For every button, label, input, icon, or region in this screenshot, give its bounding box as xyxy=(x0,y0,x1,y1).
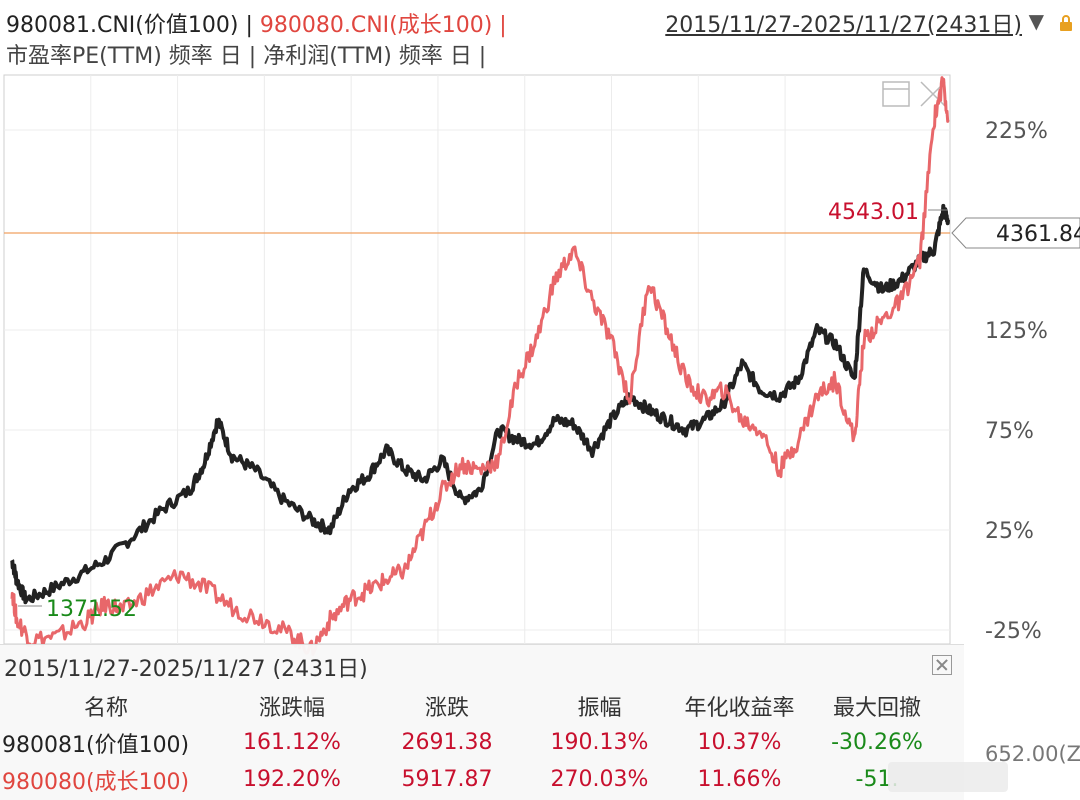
stats-table: 名称 涨跌幅 涨跌 振幅 年化收益率 最大回撤 980081(价值100) 16… xyxy=(0,687,952,798)
column-header-max-drawdown[interactable]: 最大回撤 xyxy=(832,695,921,721)
row-annual-return: 11.66% xyxy=(697,767,782,792)
annotation-low: 1371.52 xyxy=(46,597,137,622)
y-tick-label: 25% xyxy=(985,519,1034,544)
table-row[interactable]: 980080(成长100) 192.20% 5917.87 270.03% 11… xyxy=(0,761,952,798)
column-header-name[interactable]: 名称 xyxy=(83,695,128,721)
reference-value-label: 4361.84 xyxy=(996,222,1080,247)
y-tick-label: 225% xyxy=(985,119,1048,144)
lock-icon[interactable] xyxy=(1058,15,1074,31)
series-line-growth100 xyxy=(10,76,950,656)
legend-separator-2: | xyxy=(492,13,507,38)
column-header-amplitude[interactable]: 振幅 xyxy=(577,695,622,721)
legend-series-growth100[interactable]: 980080.CNI(成长100) xyxy=(259,13,493,38)
date-range-selector[interactable]: 2015/11/27-2025/11/27(2431日) xyxy=(665,13,1022,38)
row-name: 980080(成长100) xyxy=(2,769,190,795)
chart-annotations: 4543.01 1371.52 xyxy=(18,200,948,622)
watermark xyxy=(888,762,1008,792)
row-name: 980081(价值100) xyxy=(2,732,190,758)
row-annual-return: 10.37% xyxy=(697,730,782,755)
table-header-row: 名称 涨跌幅 涨跌 振幅 年化收益率 最大回撤 xyxy=(0,687,952,724)
row-change-pct: 161.12% xyxy=(243,730,341,755)
series-line-value100 xyxy=(10,203,950,605)
legend-separator: | xyxy=(238,13,260,38)
table-row[interactable]: 980081(价值100) 161.12% 2691.38 190.13% 10… xyxy=(0,724,952,761)
stats-panel: 2015/11/27-2025/11/27 (2431日) 名称 涨跌幅 涨跌 … xyxy=(0,644,964,800)
panel-title: 2015/11/27-2025/11/27 (2431日) xyxy=(4,657,368,682)
chart-lines xyxy=(10,76,950,656)
row-amplitude: 270.03% xyxy=(550,767,649,792)
y-tick-label: -25% xyxy=(985,619,1042,644)
y-tick-label: 125% xyxy=(985,319,1048,344)
row-change: 2691.38 xyxy=(401,730,493,755)
indicator-line[interactable]: 市盈率PE(TTM) 频率 日 | 净利润(TTM) 频率 日 | xyxy=(6,44,487,69)
chart-grid xyxy=(3,74,951,645)
row-change: 5917.87 xyxy=(401,767,493,792)
close-box-icon[interactable] xyxy=(932,655,952,675)
triangle-down-icon[interactable]: ▼ xyxy=(1028,9,1044,33)
row-amplitude: 190.13% xyxy=(550,730,649,755)
row-change-pct: 192.20% xyxy=(243,767,341,792)
column-header-annual-return[interactable]: 年化收益率 xyxy=(684,695,795,721)
annotation-high: 4543.01 xyxy=(828,200,919,225)
legend-line: 980081.CNI(价值100) | 980080.CNI(成长100) | xyxy=(6,7,507,39)
reference-value-tag: 4361.84 xyxy=(951,217,1080,249)
y-axis: 225% 125% 75% 25% -25% 4361.84 xyxy=(4,119,1080,644)
column-header-change-pct[interactable]: 涨跌幅 xyxy=(258,695,325,721)
column-header-change[interactable]: 涨跌 xyxy=(424,695,469,721)
y-tick-label: 75% xyxy=(985,419,1034,444)
row-max-drawdown: -30.26% xyxy=(831,730,923,755)
legend-series-value100[interactable]: 980081.CNI(价值100) xyxy=(6,13,239,38)
plot-area xyxy=(3,74,951,645)
